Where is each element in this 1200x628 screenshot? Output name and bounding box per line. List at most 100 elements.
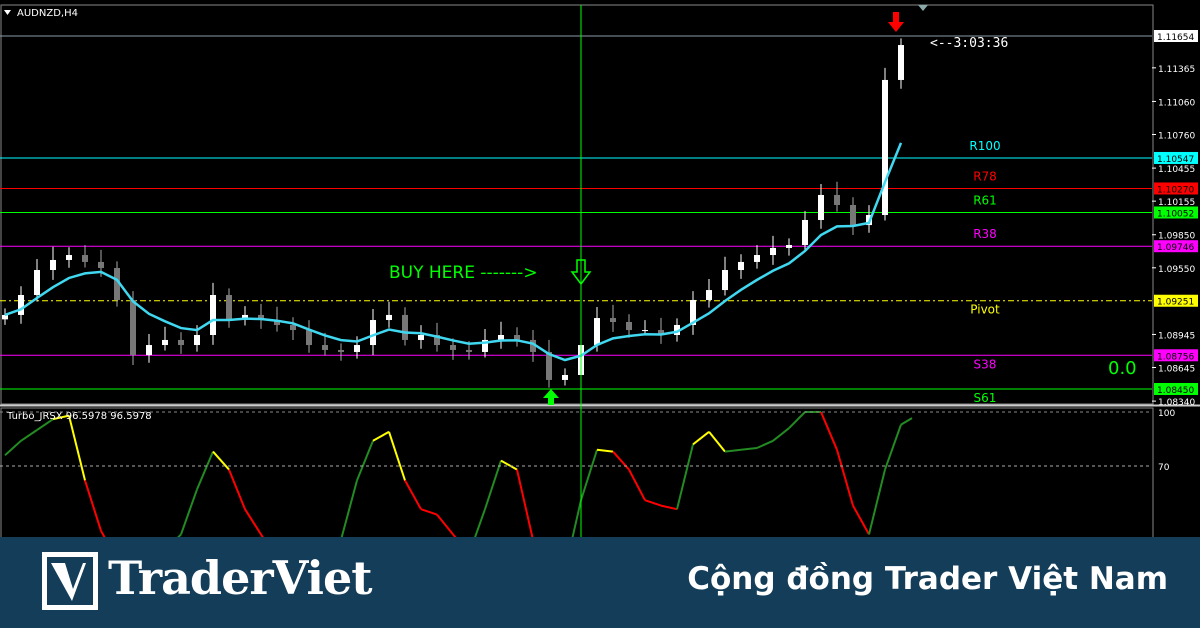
- rsx-segment: [20, 429, 38, 442]
- level-label-s38: S38: [974, 357, 997, 371]
- rsx-segment: [356, 440, 374, 481]
- candle-body: [50, 259, 56, 271]
- price-tag-s61: [1154, 382, 1198, 395]
- sell-arrow-down-icon: [888, 12, 904, 32]
- arrow-down-outline-icon: [570, 259, 592, 286]
- shift-marker-icon[interactable]: [918, 5, 928, 11]
- buy-arrow-up-icon: [543, 389, 559, 405]
- price-tick-label: 1.10155: [1158, 198, 1195, 208]
- candle-body: [418, 335, 424, 340]
- rsx-segment: [596, 448, 614, 453]
- candle-body: [162, 339, 168, 346]
- rsx-segment: [772, 427, 790, 442]
- candle-body: [770, 247, 776, 256]
- rsx-segment: [244, 508, 262, 535]
- price-tag-text: 1.10547: [1157, 155, 1194, 165]
- candle-body: [498, 335, 504, 340]
- price-tag-r38: [1154, 240, 1198, 253]
- rsx-segment: [388, 431, 406, 481]
- rsx-line: [4, 411, 913, 537]
- price-tag-r78: [1154, 182, 1198, 195]
- rsx-segment: [756, 439, 774, 449]
- candle-body: [754, 255, 760, 262]
- rsx-segment: [724, 448, 742, 453]
- candle-body: [658, 330, 664, 336]
- candle-body: [114, 268, 120, 300]
- candle-body: [130, 299, 136, 356]
- candle-body: [386, 314, 392, 321]
- rsx-segment: [852, 505, 870, 535]
- candle-body: [610, 318, 616, 323]
- bar-countdown: <--3:03:36: [930, 36, 1008, 51]
- price-tick-label: 1.09550: [1158, 265, 1195, 275]
- price-tick-label: 1.09850: [1158, 232, 1195, 242]
- candle-body: [210, 295, 216, 336]
- candle-body: [354, 345, 360, 352]
- symbol-title: AUDNZD,H4: [17, 8, 78, 19]
- rsx-segment: [580, 449, 598, 501]
- candle-body: [898, 45, 904, 80]
- candle-body: [18, 295, 24, 315]
- moving-average-line: [4, 142, 903, 362]
- rsx-segment: [644, 499, 662, 507]
- candle-body: [2, 314, 8, 320]
- candle-body: [738, 261, 744, 271]
- price-tag-text: 1.08450: [1157, 386, 1194, 396]
- rsx-segment: [68, 415, 86, 481]
- candle-body: [402, 314, 408, 340]
- current-price-text: 1.11654: [1157, 33, 1194, 43]
- candle-body: [306, 330, 312, 346]
- price-tag-text: 1.08756: [1157, 352, 1194, 362]
- candle-body: [338, 349, 344, 352]
- candle-body: [882, 79, 888, 216]
- pivot-levels: R100 R78 R61 R38 Pivot S38 S61: [0, 35, 1152, 405]
- rsx-segment: [868, 469, 886, 535]
- candle-body: [82, 255, 88, 262]
- rsx-segment: [676, 444, 694, 510]
- level-label-r38: R38: [973, 227, 997, 241]
- candle-body: [66, 255, 72, 260]
- rsx-segment: [740, 447, 758, 451]
- main-panel-border: [0, 4, 1154, 405]
- level-label-pivot: Pivot: [970, 303, 1000, 317]
- rsx-segment: [84, 480, 102, 532]
- candle-body: [258, 314, 264, 321]
- traderviet-banner: TraderViet Cộng đồng Trader Việt Nam: [0, 537, 1200, 628]
- rsx-segment: [340, 480, 358, 537]
- rsx-segment: [660, 504, 678, 511]
- rsx-segment: [628, 469, 646, 501]
- candle-body: [98, 261, 104, 269]
- chart-background: [0, 0, 1200, 537]
- price-tick-label: 1.08340: [1158, 398, 1195, 408]
- candle-body: [802, 219, 808, 245]
- price-tick-label: 1.08645: [1158, 365, 1195, 375]
- rsx-segment: [788, 411, 806, 429]
- rsx-segment: [436, 513, 454, 536]
- candle-body: [178, 339, 184, 346]
- price-axis[interactable]: 1.10547 1.10270 1.10052 1.09746 1.09251 1.087…: [1152, 30, 1198, 408]
- level-label-s61: S61: [974, 391, 997, 405]
- price-tick-label: 1.10760: [1158, 131, 1195, 141]
- candle-body: [434, 335, 440, 346]
- candle-body: [626, 322, 632, 331]
- price-tag-s38: [1154, 349, 1198, 362]
- rsx-segment: [228, 469, 246, 510]
- indicator-axis-70: 70: [1158, 463, 1170, 473]
- buy-here-label: BUY HERE ------->: [389, 263, 538, 283]
- rsx-segment: [500, 459, 518, 471]
- candle-body: [466, 349, 472, 352]
- rsx-segment: [180, 489, 198, 535]
- candle-body: [594, 318, 600, 346]
- rsx-segment: [372, 430, 390, 442]
- indicator-panel-border: [0, 407, 1154, 537]
- rsx-segment: [692, 431, 710, 446]
- current-price-tag: [1154, 30, 1198, 42]
- rsx-segment: [196, 451, 214, 490]
- candle-body: [482, 339, 488, 352]
- indicator-title: Turbo_JRSX 96.5978 96.5978: [6, 411, 152, 422]
- candle-body: [546, 351, 552, 380]
- candle-body: [706, 290, 712, 300]
- dropdown-triangle-icon[interactable]: [4, 10, 11, 15]
